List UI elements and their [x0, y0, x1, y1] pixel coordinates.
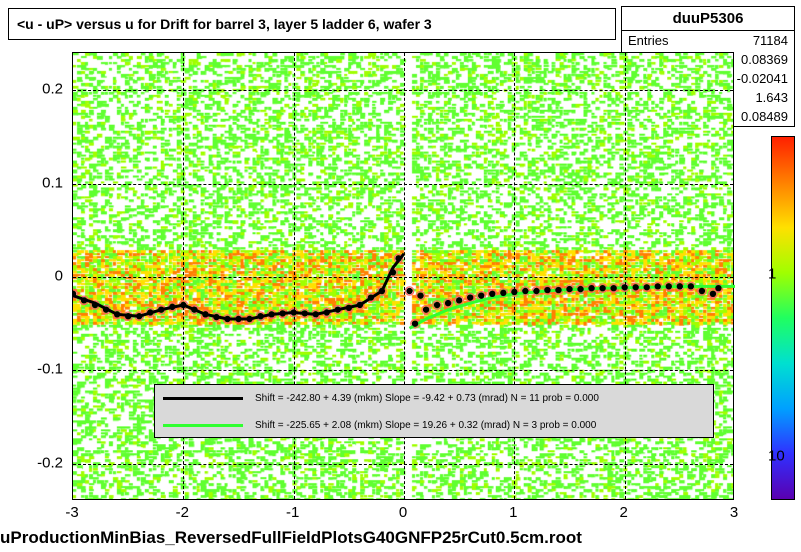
y-tick: 0.2 — [42, 81, 63, 98]
stats-rmsy-value: 0.08489 — [741, 109, 788, 124]
fit-legend: Shift = -242.80 + 4.39 (mkm) Slope = -9.… — [154, 384, 714, 438]
x-tick: 0 — [399, 504, 407, 521]
legend-text-1: Shift = -225.65 + 2.08 (mkm) Slope = 19.… — [255, 420, 596, 431]
legend-row-0: Shift = -242.80 + 4.39 (mkm) Slope = -9.… — [155, 385, 713, 412]
stats-rmsx-value: 1.643 — [755, 90, 788, 105]
legend-text-0: Shift = -242.80 + 4.39 (mkm) Slope = -9.… — [255, 393, 599, 404]
y-tick: 0 — [55, 268, 63, 285]
x-tick: 1 — [509, 504, 517, 521]
legend-row-1: Shift = -225.65 + 2.08 (mkm) Slope = 19.… — [155, 412, 713, 439]
x-tick: -1 — [286, 504, 299, 521]
y-tick: -0.2 — [37, 454, 63, 471]
chart-container: <u - uP> versus u for Drift for barrel 3… — [0, 0, 801, 552]
stats-entries-label: Entries — [628, 33, 668, 48]
colorbar — [771, 136, 795, 500]
x-tick: -3 — [65, 504, 78, 521]
x-tick: 3 — [730, 504, 738, 521]
legend-line-1 — [163, 424, 243, 427]
y-tick: -0.1 — [37, 361, 63, 378]
stats-entries-value: 71184 — [753, 33, 788, 48]
stats-name: duuP5306 — [622, 7, 794, 31]
chart-title: <u - uP> versus u for Drift for barrel 3… — [17, 16, 432, 32]
colorbar-tick: 10 — [768, 448, 785, 465]
legend-line-0 — [163, 397, 243, 400]
x-tick: -2 — [176, 504, 189, 521]
stats-entries: Entries 71184 — [622, 31, 794, 50]
stats-meany-value: -0.02041 — [737, 71, 788, 86]
y-tick: 0.1 — [42, 174, 63, 191]
x-tick: 2 — [619, 504, 627, 521]
chart-title-box: <u - uP> versus u for Drift for barrel 3… — [8, 8, 616, 40]
colorbar-tick: 1 — [768, 266, 776, 283]
stats-meanx-value: 0.08369 — [741, 52, 788, 67]
footer-filename: uProductionMinBias_ReversedFullFieldPlot… — [0, 528, 801, 548]
